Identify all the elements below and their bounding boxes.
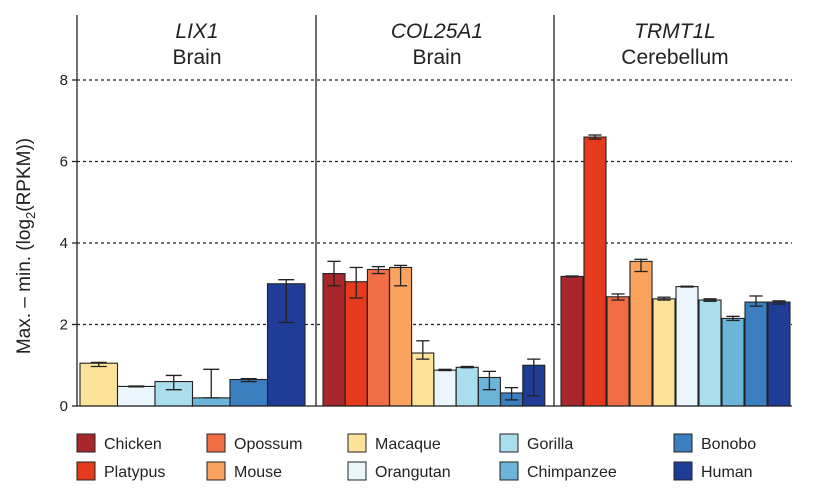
bar-trmt1l-orangutan xyxy=(675,286,699,407)
legend-swatch-opossum xyxy=(206,433,226,453)
panel-title-tissue-trmt1l: Cerebellum xyxy=(621,46,728,69)
legend-label-macaque: Macaque xyxy=(375,436,441,453)
error-bar-lix1-human xyxy=(278,279,295,324)
error-bar-trmt1l-macaque xyxy=(657,296,671,301)
error-bar-lix1-macaque xyxy=(90,361,107,368)
bars xyxy=(79,134,791,407)
error-bar-col25a1-gorilla xyxy=(460,365,474,369)
bar-trmt1l-chicken xyxy=(560,275,584,407)
panel-title-tissue-col25a1: Brain xyxy=(412,46,461,69)
error-bar-col25a1-chimpanzee xyxy=(482,370,496,391)
legend-swatch-gorilla xyxy=(499,433,519,453)
legend-label-gorilla: Gorilla xyxy=(527,436,573,453)
error-bar-lix1-bonobo xyxy=(240,378,257,383)
y-tick-label-6: 6 xyxy=(60,154,68,171)
y-tick-label-2: 2 xyxy=(60,317,68,334)
legend-swatch-mouse xyxy=(206,461,226,481)
error-bar-col25a1-mouse xyxy=(394,264,408,287)
error-bar-trmt1l-mouse xyxy=(634,258,648,273)
bar-trmt1l-opossum xyxy=(606,296,630,407)
y-axis-label-subscript: 2 xyxy=(23,212,38,219)
bar-trmt1l-human xyxy=(767,301,791,407)
bar-col25a1-macaque xyxy=(411,352,435,407)
legend-swatch-human xyxy=(673,461,693,481)
bar-col25a1-gorilla xyxy=(455,366,479,407)
y-axis-label-main: Max. – min. (log xyxy=(14,219,35,354)
legend-label-platypus: Platypus xyxy=(104,464,165,481)
error-bar-trmt1l-platypus xyxy=(588,134,602,140)
error-bar-lix1-orangutan xyxy=(128,385,145,388)
error-bar-trmt1l-chicken xyxy=(565,275,579,278)
bar-col25a1-orangutan xyxy=(433,369,457,407)
bar-trmt1l-gorilla xyxy=(698,299,722,407)
error-bar-lix1-gorilla xyxy=(165,374,182,391)
panel-title-gene-col25a1: COL25A1 xyxy=(391,20,483,43)
legend-swatch-platypus xyxy=(76,461,96,481)
y-tick-label-4: 4 xyxy=(60,235,68,252)
bar-trmt1l-macaque xyxy=(652,298,676,407)
y-axis-label: Max. – min. (log2(RPKM)) xyxy=(14,138,38,354)
legend-label-mouse: Mouse xyxy=(234,464,282,481)
bar-trmt1l-platypus xyxy=(583,136,607,407)
panel-title-tissue-lix1: Brain xyxy=(172,46,221,69)
error-bar-trmt1l-orangutan xyxy=(680,285,694,288)
y-axis-label-tail: (RPKM)) xyxy=(14,138,35,212)
legend-label-chicken: Chicken xyxy=(104,436,162,453)
legend-label-chimpanzee: Chimpanzee xyxy=(527,464,617,481)
legend: Chicken Platypus Opossum Mouse Macaque Orangu… xyxy=(76,433,756,481)
legend-label-opossum: Opossum xyxy=(234,436,302,453)
panel-title-gene-trmt1l: TRMT1L xyxy=(634,20,716,43)
y-tick-label-8: 8 xyxy=(60,72,68,89)
bar-lix1-bonobo xyxy=(229,378,269,407)
bar-lix1-chimpanzee xyxy=(191,397,231,407)
bar-col25a1-chicken xyxy=(322,273,346,407)
error-bar-col25a1-macaque xyxy=(416,340,430,360)
y-tick-label-0: 0 xyxy=(60,398,68,415)
bar-trmt1l-mouse xyxy=(629,260,653,407)
error-bar-col25a1-platypus xyxy=(349,266,363,299)
legend-swatch-chicken xyxy=(76,433,96,453)
bar-col25a1-opossum xyxy=(366,268,390,407)
error-bar-col25a1-bonobo xyxy=(505,387,519,401)
error-bar-col25a1-human xyxy=(527,358,541,397)
panel-titles: LIX1 Brain COL25A1 Brain TRMT1L Cerebellum xyxy=(172,20,728,69)
axes: 0 2 4 6 8 xyxy=(60,15,792,415)
legend-swatch-chimpanzee xyxy=(499,461,519,481)
error-bar-col25a1-opossum xyxy=(371,265,385,275)
error-bar-trmt1l-gorilla xyxy=(703,298,717,302)
legend-label-human: Human xyxy=(701,464,753,481)
bar-col25a1-mouse xyxy=(389,266,413,407)
error-bar-trmt1l-human xyxy=(772,300,786,305)
bar-trmt1l-chimpanzee xyxy=(721,317,745,407)
error-bar-trmt1l-bonobo xyxy=(749,295,763,307)
bar-lix1-macaque xyxy=(79,362,119,407)
error-bar-col25a1-orangutan xyxy=(438,368,452,372)
error-bar-lix1-chimpanzee xyxy=(203,368,220,399)
bar-trmt1l-bonobo xyxy=(744,301,768,407)
bar-col25a1-platypus xyxy=(344,281,368,407)
panel-title-gene-lix1: LIX1 xyxy=(175,20,218,43)
bar-lix1-orangutan xyxy=(116,385,156,407)
legend-label-bonobo: Bonobo xyxy=(701,436,756,453)
error-bar-trmt1l-chimpanzee xyxy=(726,315,740,322)
error-bar-trmt1l-opossum xyxy=(611,293,625,301)
legend-swatch-orangutan xyxy=(347,461,367,481)
error-bar-col25a1-chicken xyxy=(327,260,341,287)
legend-swatch-bonobo xyxy=(673,433,693,453)
legend-label-orangutan: Orangutan xyxy=(375,464,451,481)
legend-swatch-macaque xyxy=(347,433,367,453)
